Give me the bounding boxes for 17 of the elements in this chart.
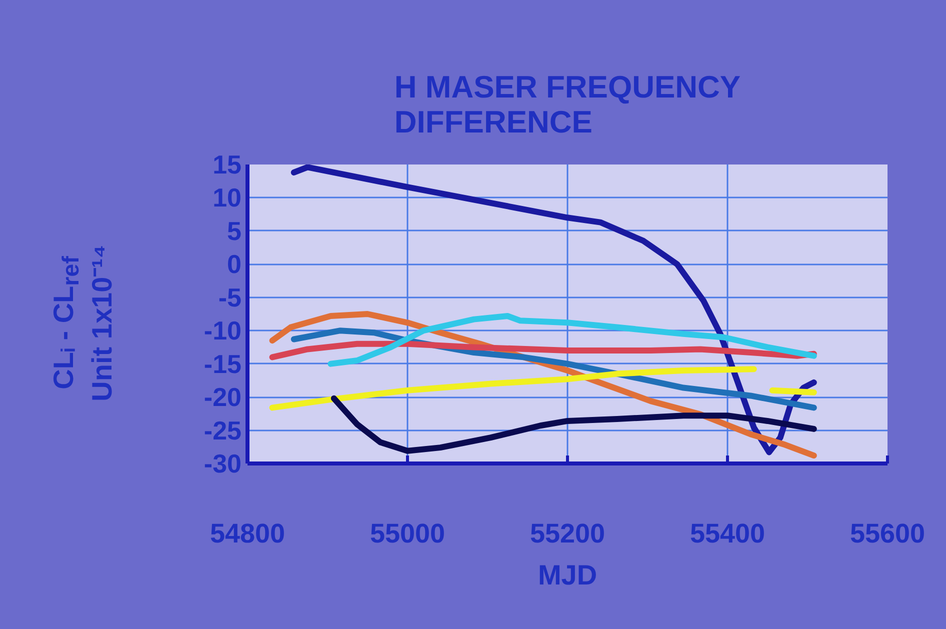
x-tick-label: 55200 <box>530 518 606 548</box>
x-tick-label: 55400 <box>690 518 766 548</box>
y-tick-label: -30 <box>204 448 242 478</box>
y-tick-label: 10 <box>212 182 242 213</box>
x-tick-label: 54800 <box>210 518 286 548</box>
x-tick-label: 55600 <box>850 518 926 548</box>
y-tick-label: 5 <box>227 216 242 246</box>
y-tick-label: -10 <box>204 316 242 346</box>
y-tick-label: -25 <box>204 415 242 446</box>
y-tick-label: 0 <box>227 249 242 280</box>
chart-title: H MASER FREQUENCY DIFFERENCE <box>394 70 741 140</box>
x-tick-label: 55000 <box>370 518 446 548</box>
y-tick-label: -15 <box>204 348 242 379</box>
y-tick-label: 15 <box>212 150 242 180</box>
y-tick-label: -5 <box>218 282 242 312</box>
x-axis-title: MJD <box>538 560 598 590</box>
y-tick-label: -20 <box>204 382 242 412</box>
